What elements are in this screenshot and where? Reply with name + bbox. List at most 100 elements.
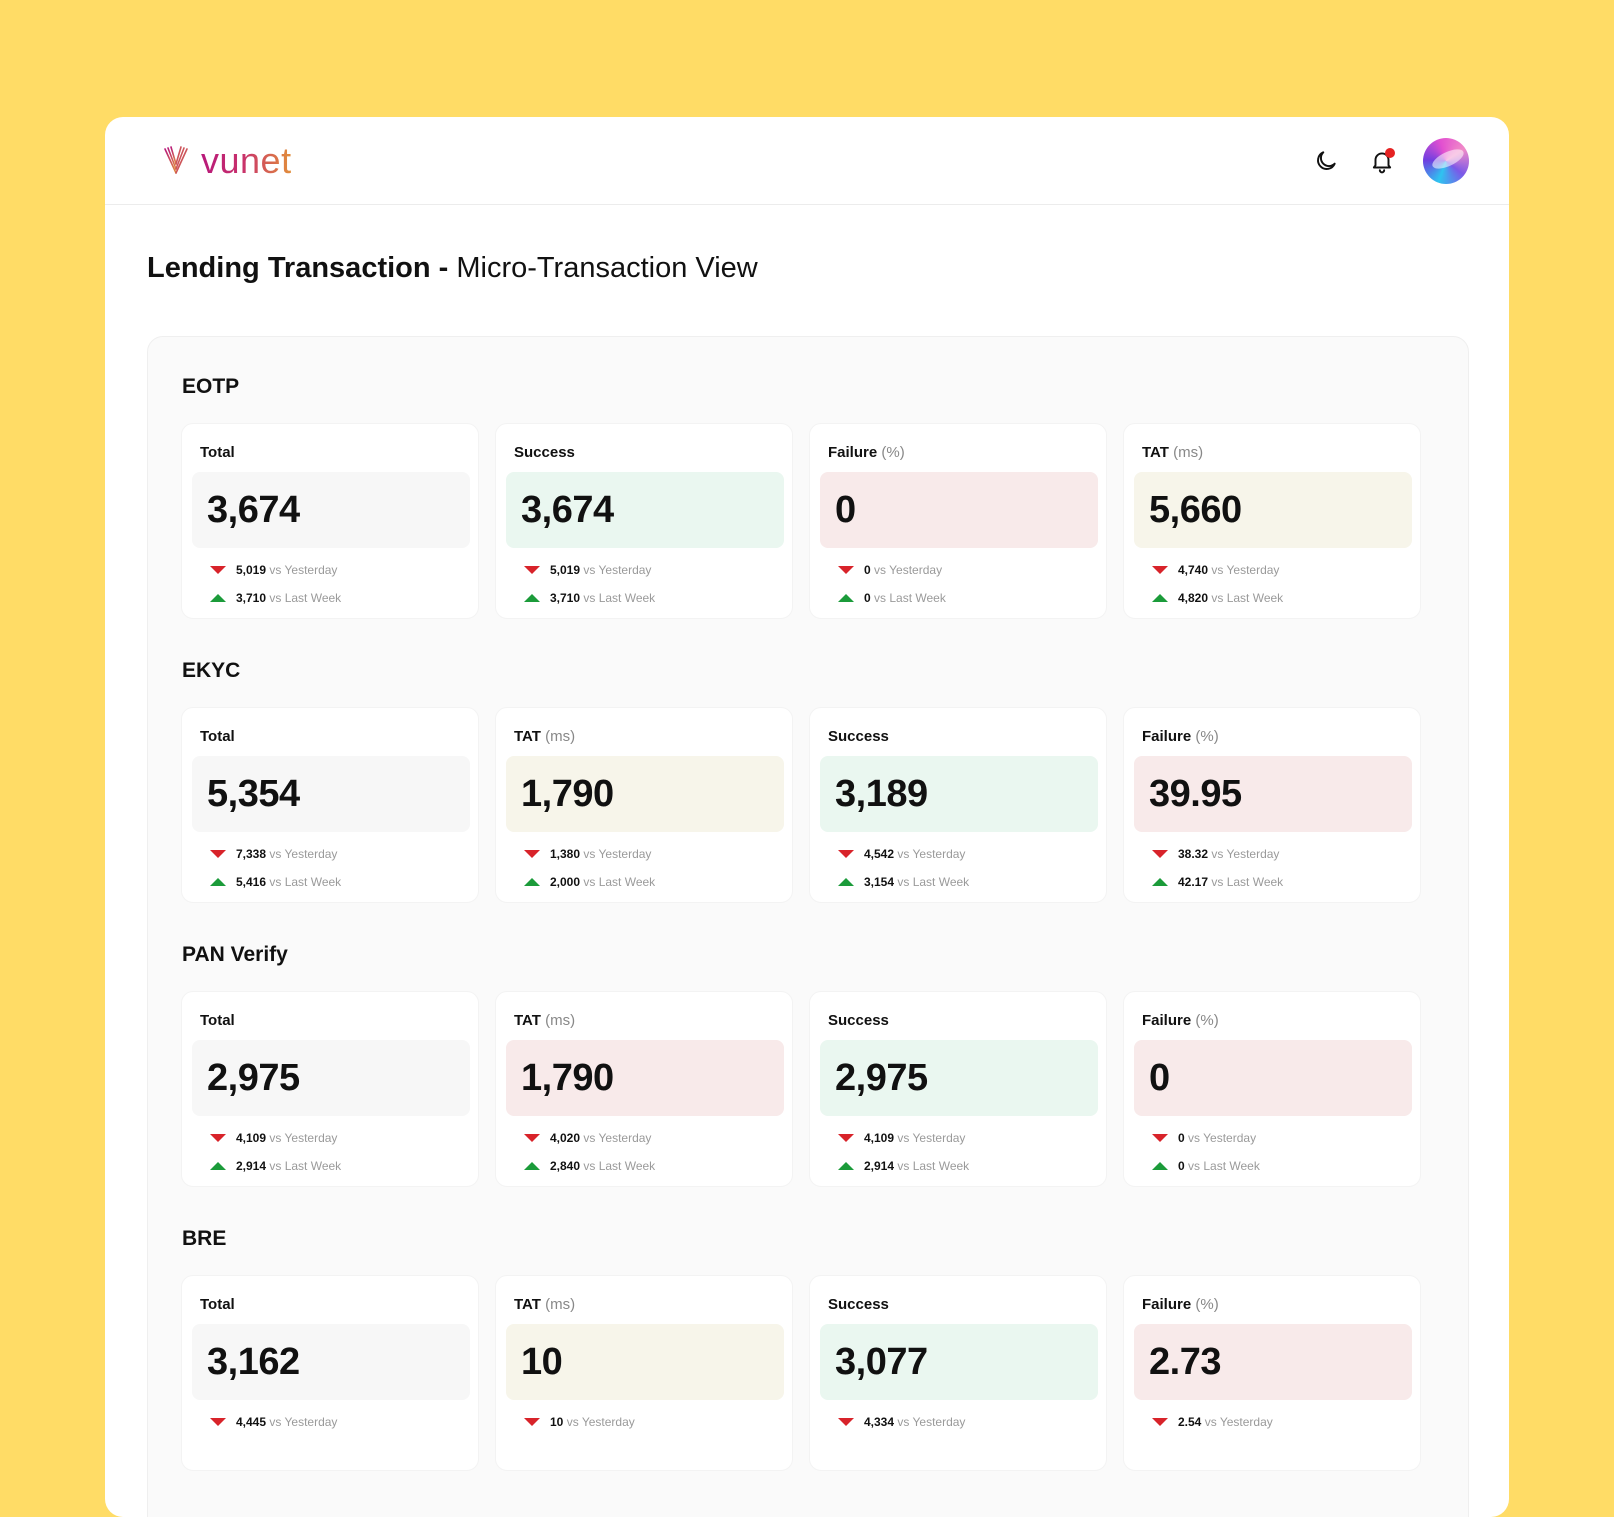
page-title-main: Lending Transaction -	[147, 252, 449, 284]
compare-last-week: 42.17 vs Last Week	[1152, 875, 1283, 889]
metric-card-tat[interactable]: TAT (ms) 10 10 vs Yesterday	[495, 1275, 793, 1471]
compare-text: 2,840 vs Last Week	[550, 1159, 655, 1173]
user-avatar[interactable]	[1423, 137, 1469, 184]
compare-text: 4,020 vs Yesterday	[550, 1131, 651, 1145]
up-arrow-icon	[838, 1162, 854, 1170]
metric-label: Success	[828, 728, 889, 745]
compare-value: 5,019	[550, 563, 581, 577]
metric-card-success[interactable]: Success 3,189 4,542 vs Yesterday 3,154 vs L…	[809, 707, 1107, 903]
compare-text: 3,710 vs Last Week	[550, 591, 655, 605]
compare-text: 0 vs Yesterday	[864, 563, 942, 577]
metric-card-tat[interactable]: TAT (ms) 1,790 4,020 vs Yesterday 2,840 vs …	[495, 991, 793, 1187]
metric-label-text: Success	[828, 728, 889, 745]
compare-value: 3,154	[864, 875, 895, 889]
compare-value: 1,380	[550, 847, 581, 861]
compare-last-week: 0 vs Last Week	[838, 591, 946, 605]
metric-card-failure[interactable]: Failure (%) 0 0 vs Yesterday 0 vs Last Week	[1123, 991, 1421, 1187]
down-arrow-icon	[838, 1418, 854, 1426]
compare-value: 4,109	[864, 1131, 895, 1145]
metric-label-text: TAT	[514, 1296, 541, 1313]
up-arrow-icon	[210, 594, 226, 602]
compare-value: 3,710	[550, 591, 581, 605]
compare-value: 38.32	[1178, 847, 1209, 861]
metric-label: Failure (%)	[828, 444, 905, 461]
metric-unit: (ms)	[545, 1012, 576, 1029]
metric-card-total[interactable]: Total 3,162 4,445 vs Yesterday	[181, 1275, 479, 1471]
up-arrow-icon	[210, 1162, 226, 1170]
compare-value: 3,710	[236, 591, 267, 605]
notifications-button[interactable]	[1367, 146, 1397, 176]
page-title-sub: Micro-Transaction View	[456, 252, 758, 284]
compare-last-week: 3,710 vs Last Week	[210, 591, 341, 605]
metric-label-text: Total	[200, 444, 235, 461]
metric-value: 3,674	[192, 472, 470, 548]
compare-label: vs Last Week	[583, 875, 656, 889]
metric-card-tat[interactable]: TAT (ms) 5,660 4,740 vs Yesterday 4,820 vs …	[1123, 423, 1421, 619]
down-arrow-icon	[838, 850, 854, 858]
compare-yesterday: 0 vs Yesterday	[838, 563, 942, 577]
compare-yesterday: 38.32 vs Yesterday	[1152, 847, 1279, 861]
metric-card-success[interactable]: Success 3,674 5,019 vs Yesterday 3,710 vs L…	[495, 423, 793, 619]
compare-label: vs Yesterday	[583, 1131, 652, 1145]
metric-label: Failure (%)	[1142, 1296, 1219, 1313]
metric-card-total[interactable]: Total 5,354 7,338 vs Yesterday 5,416 vs Las…	[181, 707, 479, 903]
compare-label: vs Yesterday	[269, 1131, 338, 1145]
compare-value: 4,820	[1178, 591, 1209, 605]
metric-card-tat[interactable]: TAT (ms) 1,790 1,380 vs Yesterday 2,000 vs …	[495, 707, 793, 903]
metric-unit: (%)	[881, 444, 905, 461]
compare-label: vs Last Week	[874, 591, 946, 605]
metric-cards: Total 3,162 4,445 vs Yesterday TAT (ms) 10 10…	[181, 1275, 1421, 1471]
metric-card-success[interactable]: Success 2,975 4,109 vs Yesterday 2,914 vs L…	[809, 991, 1107, 1187]
metric-value: 39.95	[1134, 756, 1412, 832]
compare-last-week: 2,914 vs Last Week	[838, 1159, 969, 1173]
compare-text: 0 vs Last Week	[1178, 1159, 1260, 1173]
metric-label-text: Failure	[828, 444, 878, 461]
up-arrow-icon	[524, 594, 540, 602]
metric-label-text: Total	[200, 728, 235, 745]
compare-last-week: 3,710 vs Last Week	[524, 591, 655, 605]
down-arrow-icon	[838, 566, 854, 574]
metric-value: 0	[1134, 1040, 1412, 1116]
metric-card-total[interactable]: Total 3,674 5,019 vs Yesterday 3,710 vs Las…	[181, 423, 479, 619]
metric-label: Success	[828, 1296, 889, 1313]
metric-card-total[interactable]: Total 2,975 4,109 vs Yesterday 2,914 vs Las…	[181, 991, 479, 1187]
compare-label: vs Last Week	[897, 875, 970, 889]
metric-card-failure[interactable]: Failure (%) 2.73 2.54 vs Yesterday	[1123, 1275, 1421, 1471]
compare-text: 4,109 vs Yesterday	[864, 1131, 965, 1145]
compare-yesterday: 4,109 vs Yesterday	[210, 1131, 337, 1145]
compare-yesterday: 0 vs Yesterday	[1152, 1131, 1256, 1145]
metric-card-failure[interactable]: Failure (%) 0 0 vs Yesterday 0 vs Last Week	[809, 423, 1107, 619]
down-arrow-icon	[210, 850, 226, 858]
metric-label-text: TAT	[514, 728, 541, 745]
down-arrow-icon	[1152, 1134, 1168, 1142]
compare-yesterday: 4,445 vs Yesterday	[210, 1415, 337, 1429]
metric-card-success[interactable]: Success 3,077 4,334 vs Yesterday	[809, 1275, 1107, 1471]
metric-value: 3,077	[820, 1324, 1098, 1400]
metric-card-failure[interactable]: Failure (%) 39.95 38.32 vs Yesterday 42.17 …	[1123, 707, 1421, 903]
dark-mode-toggle[interactable]	[1311, 146, 1341, 176]
metric-unit: (ms)	[1173, 444, 1204, 461]
compare-text: 3,710 vs Last Week	[236, 591, 341, 605]
metric-unit: (%)	[1195, 1012, 1219, 1029]
metric-label: TAT (ms)	[514, 1296, 575, 1313]
compare-value: 4,445	[236, 1415, 267, 1429]
compare-label: vs Last Week	[1211, 591, 1284, 605]
compare-yesterday: 4,109 vs Yesterday	[838, 1131, 965, 1145]
metric-unit: (ms)	[545, 1296, 576, 1313]
notification-badge	[1385, 147, 1395, 158]
moon-icon	[1317, 150, 1336, 170]
compare-yesterday: 4,020 vs Yesterday	[524, 1131, 651, 1145]
compare-label: vs Yesterday	[1204, 1415, 1273, 1429]
compare-text: 2,914 vs Last Week	[236, 1159, 341, 1173]
compare-text: 4,109 vs Yesterday	[236, 1131, 337, 1145]
compare-label: vs Last Week	[583, 591, 656, 605]
compare-label: vs Last Week	[1211, 875, 1284, 889]
up-arrow-icon	[524, 1162, 540, 1170]
compare-text: 10 vs Yesterday	[550, 1415, 635, 1429]
metric-value: 3,674	[506, 472, 784, 548]
up-arrow-icon	[210, 878, 226, 886]
compare-value: 5,416	[236, 875, 267, 889]
compare-label: vs Yesterday	[874, 563, 943, 577]
vunet-logo[interactable]: vunet	[163, 142, 292, 179]
metric-value: 3,189	[820, 756, 1098, 832]
